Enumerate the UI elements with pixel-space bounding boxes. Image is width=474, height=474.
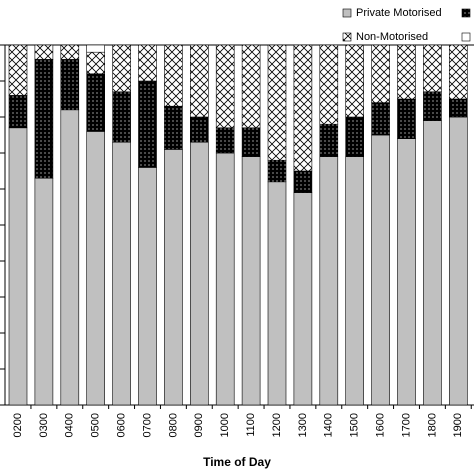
bar-segment xyxy=(34,177,54,406)
bar-segment xyxy=(397,138,416,406)
bar-segment xyxy=(112,141,131,406)
legend-label: Non-Motorised xyxy=(356,31,428,43)
bar-segment xyxy=(423,44,442,93)
bar-segment xyxy=(397,44,416,100)
bar-segment xyxy=(345,116,365,157)
bar-segment xyxy=(190,116,209,143)
bar-segment xyxy=(138,167,157,406)
bar-segment xyxy=(319,156,339,406)
x-tick-label: 1200 xyxy=(271,413,283,437)
legend-label: Private Motorised xyxy=(356,7,442,19)
bar-segment xyxy=(60,109,80,406)
bar-segment xyxy=(293,170,313,193)
bar-segment xyxy=(138,44,157,82)
bar-segment xyxy=(60,44,80,60)
x-tick-label: 0900 xyxy=(193,413,205,437)
bar-segment xyxy=(319,44,339,125)
bar-segment xyxy=(8,127,28,406)
x-tick-label: 0700 xyxy=(141,413,153,437)
x-tick-label: 0800 xyxy=(167,413,179,437)
bar-segment xyxy=(60,59,80,111)
bar-segment xyxy=(371,134,390,406)
bar-segment xyxy=(34,44,54,60)
bar-segment xyxy=(371,44,390,103)
legend-swatch xyxy=(342,8,352,18)
bar-segment xyxy=(267,181,287,406)
bar-segment xyxy=(215,44,235,129)
bar-segment xyxy=(448,116,468,406)
bar-segment xyxy=(190,44,209,118)
x-tick-label: 0500 xyxy=(90,413,102,437)
bar-segment xyxy=(423,91,442,121)
bar-segment xyxy=(8,95,28,129)
legend-swatch xyxy=(461,8,471,18)
bar-segment xyxy=(423,120,442,406)
x-tick-label: 0600 xyxy=(116,413,128,437)
bar-segment xyxy=(215,152,235,406)
bar-segment xyxy=(164,105,183,150)
x-tick-label: 1500 xyxy=(349,413,361,437)
bar-segment xyxy=(215,127,235,154)
bar-segment xyxy=(86,51,105,75)
bar-segment xyxy=(86,44,105,53)
bar-segment xyxy=(86,131,105,406)
bar-segment xyxy=(164,44,183,107)
bar-segment xyxy=(448,98,468,118)
x-tick-label: 1000 xyxy=(219,413,231,437)
bar-segment xyxy=(190,141,209,406)
bar-segment xyxy=(345,44,365,118)
legend-swatch xyxy=(342,32,352,42)
bar-segment xyxy=(371,102,390,136)
x-tick-label: 1800 xyxy=(426,413,438,437)
bar-segment xyxy=(448,44,468,100)
bar-segment xyxy=(241,127,261,157)
x-tick-label: 1600 xyxy=(375,413,387,437)
bar-segment xyxy=(8,44,28,96)
bar-segment xyxy=(241,156,261,406)
x-tick-label: 1400 xyxy=(323,413,335,437)
bar-segment xyxy=(397,98,416,139)
x-tick-label: 0400 xyxy=(64,413,76,437)
x-axis-title: Time of Day xyxy=(203,455,271,469)
x-tick-label: 1900 xyxy=(452,413,464,437)
bar-segment xyxy=(34,59,54,179)
bar-segment xyxy=(267,159,287,183)
bar-segment xyxy=(319,123,339,157)
bar-segment xyxy=(86,73,105,132)
x-tick-label: 1700 xyxy=(400,413,412,437)
x-tick-label: 1100 xyxy=(245,413,257,437)
bar-segment xyxy=(293,192,313,406)
bar-segment xyxy=(267,44,287,161)
x-tick-label: 0300 xyxy=(38,413,50,437)
bar-segment xyxy=(112,44,131,93)
x-tick-label: 1300 xyxy=(297,413,309,437)
x-tick-label: 0200 xyxy=(12,413,24,437)
legend-swatch xyxy=(461,32,471,42)
bar-segment xyxy=(345,156,365,406)
bar-segment xyxy=(293,44,313,172)
bar-segment xyxy=(241,44,261,129)
bar-segment xyxy=(112,91,131,143)
bar-segment xyxy=(138,80,157,168)
bar-segment xyxy=(164,149,183,406)
